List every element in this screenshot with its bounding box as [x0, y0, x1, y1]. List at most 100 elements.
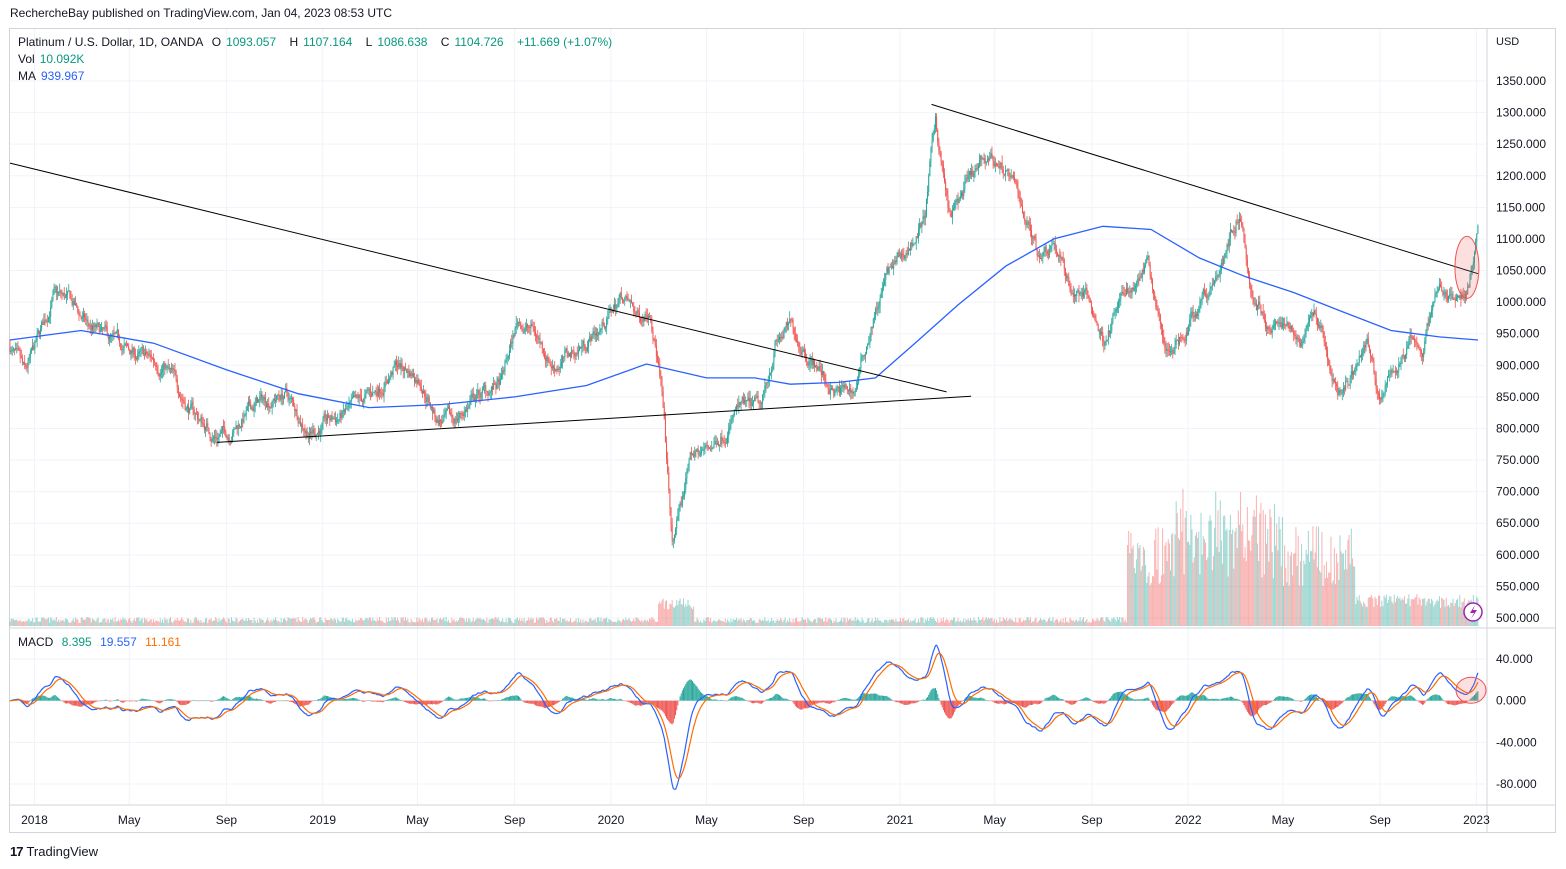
volume-bar — [537, 619, 539, 626]
candle-body — [658, 360, 660, 365]
candle-body — [156, 366, 158, 372]
candle-body — [163, 363, 165, 370]
candle-body — [1107, 330, 1109, 340]
macd-hist-bar — [547, 700, 549, 708]
macd-hist-bar — [838, 699, 840, 701]
candle-body — [1124, 294, 1126, 296]
macd-hist-bar — [799, 700, 801, 710]
volume-bar — [484, 619, 486, 626]
volume-bar — [1035, 617, 1037, 626]
macd-hist-bar — [93, 700, 95, 704]
volume-bar — [914, 618, 916, 626]
candle-body — [531, 323, 533, 327]
volume-bar — [381, 620, 383, 626]
macd-hist-bar — [949, 700, 951, 719]
macd-hist-bar — [262, 700, 264, 701]
candle-body — [1315, 314, 1317, 319]
volume-bar — [442, 618, 444, 626]
candle-body — [934, 116, 936, 129]
volume-bar — [712, 621, 714, 626]
candle-body — [1380, 399, 1382, 401]
volume-bar — [1123, 621, 1125, 626]
candle-body — [664, 419, 666, 443]
macd-hist-bar — [322, 696, 324, 701]
volume-bar — [193, 618, 195, 626]
candle-body — [366, 389, 368, 391]
volume-bar — [303, 620, 305, 626]
candle-body — [707, 445, 709, 448]
candle-body — [14, 348, 16, 350]
macd-hist-bar — [415, 700, 417, 705]
candle-body — [158, 374, 160, 377]
candle-body — [853, 391, 855, 394]
candle-body — [1025, 221, 1027, 225]
candle-body — [873, 316, 875, 319]
candle-body — [432, 406, 434, 413]
candle-body — [1409, 335, 1411, 339]
macd-hist-bar — [555, 700, 557, 705]
macd-hist-bar — [611, 698, 613, 701]
volume-bar — [108, 622, 110, 626]
volume-bar — [719, 619, 721, 626]
macd-hist-bar — [261, 699, 263, 701]
volume-bar — [1249, 540, 1251, 626]
candle-body — [959, 196, 961, 199]
volume-bar — [531, 619, 533, 626]
macd-hist-bar — [675, 700, 677, 716]
macd-hist-bar — [750, 700, 752, 703]
volume-bar — [1210, 520, 1212, 626]
macd-hist-bar — [307, 700, 309, 705]
candle-body — [1118, 301, 1120, 307]
candle-body — [409, 372, 411, 377]
candle-body — [993, 161, 995, 166]
macd-hist-bar — [407, 700, 409, 704]
volume-bar — [893, 619, 895, 626]
volume-bar — [686, 606, 688, 626]
volume-bar — [296, 621, 298, 626]
volume-bar — [151, 622, 153, 626]
volume-bar — [1127, 544, 1129, 626]
macd-hist-bar — [914, 700, 916, 704]
candle-body — [1038, 255, 1040, 259]
volume-bar — [807, 617, 809, 626]
candle-body — [66, 294, 67, 297]
macd-hist-bar — [602, 699, 604, 701]
macd-hist-bar — [1170, 700, 1172, 707]
candle-body — [427, 397, 429, 399]
macd-hist-bar — [516, 695, 518, 701]
volume-bar — [107, 619, 109, 626]
candle-body — [120, 343, 122, 350]
candle-body — [1067, 276, 1069, 278]
volume-bar — [273, 619, 275, 626]
macd-hist-bar — [1029, 700, 1031, 705]
volume-bar — [571, 622, 573, 626]
volume-bar — [1194, 535, 1196, 626]
macd-hist-bar — [697, 688, 699, 701]
volume-bar — [958, 621, 960, 626]
volume-bar — [1079, 617, 1081, 626]
volume-bar — [1116, 617, 1118, 626]
macd-hist-bar — [795, 700, 797, 708]
volume-bar — [905, 620, 907, 626]
chart-grid — [10, 29, 1486, 805]
volume-bar — [788, 621, 790, 626]
volume-bar — [854, 617, 856, 626]
macd-hist-bar — [967, 696, 969, 701]
candle-body — [1119, 299, 1121, 302]
candle-body — [607, 317, 609, 320]
volume-bar — [789, 618, 791, 626]
candle-body — [1062, 257, 1064, 260]
candle-body — [484, 385, 486, 387]
macd-hist-bar — [880, 695, 882, 701]
candle-body — [727, 436, 729, 443]
volume-bar — [176, 617, 178, 626]
volume-bar — [307, 622, 309, 626]
candle-body — [56, 292, 58, 294]
volume-bar — [102, 619, 104, 626]
candle-body — [1253, 297, 1255, 304]
volume-bar — [663, 608, 665, 626]
volume-bar — [437, 622, 439, 626]
volume-bar — [990, 618, 992, 626]
candle-body — [24, 362, 26, 366]
